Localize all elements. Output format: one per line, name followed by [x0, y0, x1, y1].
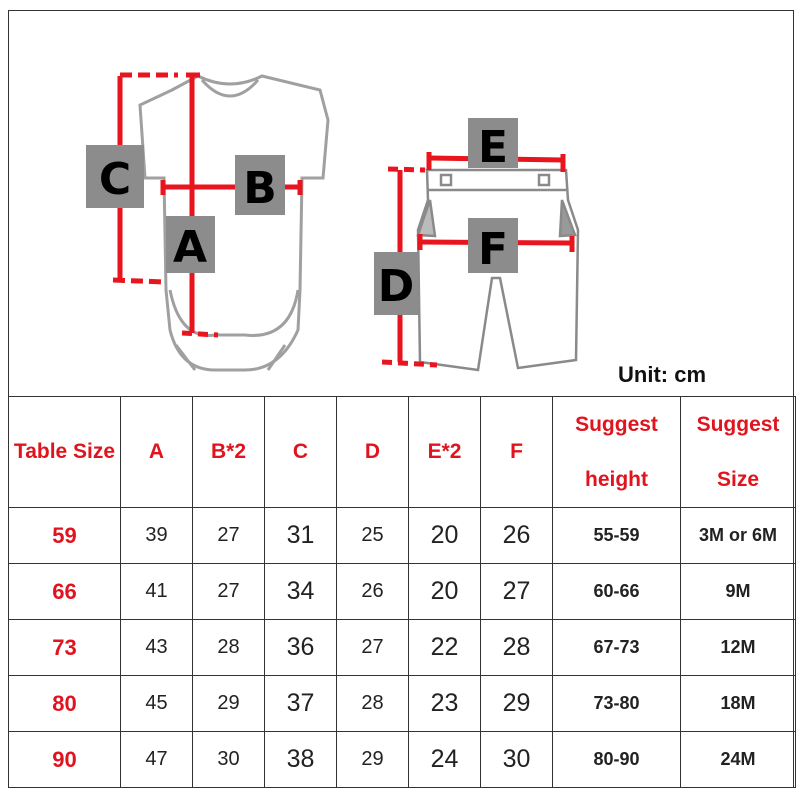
header-f: F [480, 396, 553, 508]
table-cell: 20 [408, 563, 481, 620]
table-header-row: Table Size A B*2 C D E*2 F Suggest height… [8, 396, 796, 508]
label-e: E [478, 122, 508, 173]
table-cell: 3M or 6M [680, 507, 796, 564]
table-row: 73 43 28 36 27 22 28 67-73 12M [8, 619, 796, 676]
table-cell: 22 [408, 619, 481, 676]
table-cell: 9M [680, 563, 796, 620]
table-cell: 30 [192, 731, 265, 788]
table-cell: 28 [192, 619, 265, 676]
table-cell: 55-59 [552, 507, 681, 564]
table-cell: 34 [264, 563, 337, 620]
table-cell: 28 [336, 675, 409, 732]
table-cell: 28 [480, 619, 553, 676]
table-cell: 90 [8, 731, 121, 788]
header-d: D [336, 396, 409, 508]
table-cell: 23 [408, 675, 481, 732]
header-text: Suggest [696, 413, 780, 436]
table-row: 80 45 29 37 28 23 29 73-80 18M [8, 675, 796, 732]
header-text: Size [716, 468, 760, 491]
table-cell: 27 [336, 619, 409, 676]
table-cell: 59 [8, 507, 121, 564]
table-cell: 18M [680, 675, 796, 732]
label-d: D [378, 261, 415, 312]
table-cell: 31 [264, 507, 337, 564]
table-row: 66 41 27 34 26 20 27 60-66 9M [8, 563, 796, 620]
unit-label: Unit: cm [618, 362, 706, 387]
label-boxes [86, 118, 518, 315]
bodysuit-illustration [138, 74, 330, 372]
table-cell: 45 [120, 675, 193, 732]
table-cell: 43 [120, 619, 193, 676]
header-a: A [120, 396, 193, 508]
header-table-size: Table Size [8, 396, 121, 508]
table-cell: 47 [120, 731, 193, 788]
table-cell: 27 [480, 563, 553, 620]
table-cell: 41 [120, 563, 193, 620]
table-cell: 66 [8, 563, 121, 620]
table-cell: 26 [336, 563, 409, 620]
table-cell: 39 [120, 507, 193, 564]
table-cell: 38 [264, 731, 337, 788]
table-cell: 36 [264, 619, 337, 676]
label-c: C [99, 154, 131, 205]
table-cell: 24M [680, 731, 796, 788]
table-cell: 20 [408, 507, 481, 564]
header-suggest-height: Suggest height [552, 396, 681, 508]
table-cell: 25 [336, 507, 409, 564]
label-a: A [173, 222, 207, 273]
header-b2: B*2 [192, 396, 265, 508]
table-cell: 12M [680, 619, 796, 676]
size-table: Table Size A B*2 C D E*2 F Suggest height… [8, 396, 796, 788]
table-cell: 29 [192, 675, 265, 732]
table-cell: 67-73 [552, 619, 681, 676]
header-e2: E*2 [408, 396, 481, 508]
header-c: C [264, 396, 337, 508]
table-cell: 29 [480, 675, 553, 732]
table-cell: 29 [336, 731, 409, 788]
header-text: height [585, 468, 648, 491]
label-b: B [243, 163, 277, 214]
table-cell: 27 [192, 507, 265, 564]
header-text: Suggest [575, 413, 658, 436]
header-suggest-size: Suggest Size [680, 396, 796, 508]
table-cell: 80-90 [552, 731, 681, 788]
table-cell: 26 [480, 507, 553, 564]
table-cell: 30 [480, 731, 553, 788]
table-cell: 73-80 [552, 675, 681, 732]
label-f: F [478, 224, 508, 275]
measurement-diagram: C B A E F D [86, 72, 580, 372]
table-cell: 27 [192, 563, 265, 620]
table-row: 90 47 30 38 29 24 30 80-90 24M [8, 731, 796, 788]
table-cell: 80 [8, 675, 121, 732]
table-cell: 60-66 [552, 563, 681, 620]
table-row: 59 39 27 31 25 20 26 55-59 3M or 6M [8, 507, 796, 564]
table-cell: 24 [408, 731, 481, 788]
table-cell: 37 [264, 675, 337, 732]
table-cell: 73 [8, 619, 121, 676]
